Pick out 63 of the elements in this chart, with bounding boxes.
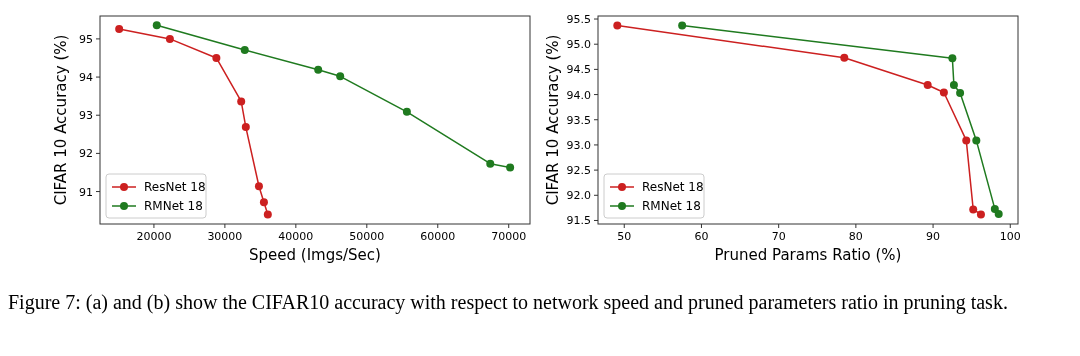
point [240, 45, 249, 54]
point [506, 163, 515, 172]
y-tick-label: 94.5 [566, 63, 591, 77]
x-tick-label: 90 [926, 230, 941, 243]
y-tick-label: 93.5 [566, 113, 591, 127]
point [948, 54, 957, 63]
x-tick-label: 30000 [207, 230, 243, 243]
y-tick-label: 91 [79, 185, 93, 199]
point [994, 209, 1003, 218]
y-axis-title: CIFAR 10 Accuracy (%) [544, 34, 562, 206]
point [972, 136, 981, 145]
x-tick-label: 60 [694, 230, 709, 243]
x-tick-label: 40000 [278, 230, 314, 243]
y-tick-label: 95.0 [566, 38, 591, 52]
y-tick-label: 95.5 [566, 13, 591, 27]
legend-label: ResNet 18 [144, 180, 206, 194]
x-tick-label: 80 [848, 230, 863, 243]
point [314, 65, 323, 74]
y-tick-label: 94.0 [566, 88, 591, 102]
x-axis-title: Speed (Imgs/Sec) [249, 246, 381, 264]
point [923, 81, 932, 89]
y-tick-label: 93 [79, 109, 93, 123]
point [613, 21, 622, 30]
legend-label: RMNet 18 [144, 199, 203, 213]
point [259, 198, 268, 207]
x-tick-label: 70 [771, 230, 786, 243]
point [336, 72, 345, 81]
point [165, 34, 174, 43]
y-tick-label: 92 [79, 147, 93, 161]
point [840, 53, 849, 62]
point [212, 53, 221, 62]
point [939, 88, 948, 97]
point [402, 107, 411, 116]
x-tick-label: 20000 [136, 230, 172, 243]
point [486, 159, 495, 168]
point [241, 123, 250, 132]
y-tick-label: 93.0 [566, 138, 591, 152]
x-tick-label: 60000 [420, 230, 456, 243]
point [969, 205, 978, 214]
caption: Figure 7: (a) and (b) show the CIFAR10 accuracy with respect to network speed and pruned parameters ratio in pruning task. [8, 290, 1009, 316]
x-tick-label: 50000 [349, 230, 385, 243]
point [678, 21, 687, 30]
point [263, 210, 272, 219]
point [962, 136, 971, 145]
x-tick-label: 50 [617, 230, 632, 243]
point [956, 89, 965, 98]
point [237, 97, 246, 106]
y-tick-label: 92.5 [566, 164, 591, 178]
y-tick-label: 95 [79, 32, 93, 46]
point [254, 182, 263, 191]
point [976, 210, 985, 219]
x-tick-label: 100 [999, 230, 1021, 243]
point [152, 21, 161, 30]
y-tick-label: 94 [79, 71, 93, 85]
x-tick-label: 70000 [491, 230, 527, 243]
x-axis-title: Pruned Params Ratio (%) [714, 246, 902, 264]
legend-label: ResNet 18 [642, 180, 704, 194]
point [949, 81, 958, 89]
y-tick-label: 92.0 [566, 189, 591, 203]
y-tick-label: 91.5 [566, 214, 591, 228]
point [115, 24, 124, 33]
legend-label: RMNet 18 [642, 199, 701, 213]
y-axis-title: CIFAR 10 Accuracy (%) [52, 34, 70, 206]
